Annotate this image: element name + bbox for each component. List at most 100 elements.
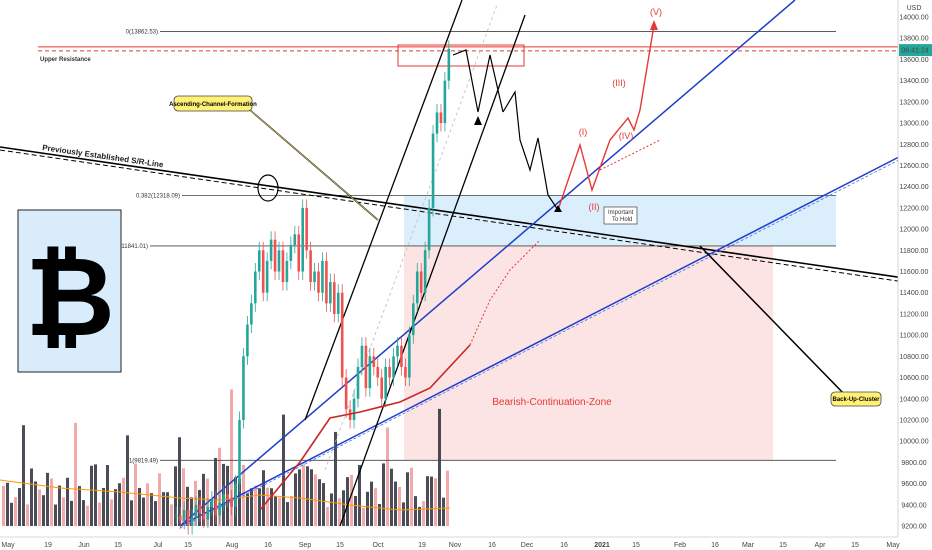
- price-tick-label: 12000.00: [899, 227, 928, 234]
- volume-bar: [286, 502, 289, 526]
- wave-label: (II): [589, 202, 600, 212]
- blue-trend-line-upper: [179, 0, 796, 527]
- volume-bar: [310, 469, 313, 526]
- time-tick-label: 15: [184, 542, 192, 549]
- projection-path-red: [557, 24, 655, 211]
- candle-body: [273, 239, 277, 272]
- volume-bar: [122, 477, 125, 526]
- volume-bar: [146, 483, 149, 526]
- volume-bar: [430, 476, 433, 526]
- volume-bar: [186, 486, 189, 526]
- candle-body: [321, 260, 324, 293]
- red-dotted-segment: [599, 139, 661, 171]
- volume-bar: [238, 478, 241, 526]
- channel-line-lower: [339, 14, 526, 527]
- volume-bar: [130, 500, 133, 526]
- volume-bar: [54, 504, 57, 526]
- candle-body: [281, 250, 285, 283]
- candle-body: [443, 80, 447, 124]
- volume-bar: [302, 464, 305, 526]
- price-tick-label: 11000.00: [900, 333, 929, 340]
- candle-body: [289, 244, 293, 261]
- volume-bar: [202, 473, 205, 526]
- volume-bar: [434, 478, 437, 526]
- time-tick-label: 19: [418, 542, 426, 549]
- volume-bar: [418, 506, 421, 526]
- candle-body: [340, 292, 344, 378]
- candle-body: [222, 494, 225, 503]
- volume-bar: [230, 389, 233, 526]
- volume-bar: [350, 474, 353, 526]
- candle-body: [384, 366, 387, 399]
- volume-bar: [370, 481, 373, 526]
- volume-bar: [258, 488, 261, 526]
- channel-mid-line: [324, 4, 498, 471]
- volume-bar: [106, 464, 109, 526]
- volume-bar: [342, 490, 345, 526]
- volume-bar: [90, 465, 93, 526]
- volume-bar: [386, 427, 389, 526]
- volume-bar: [346, 477, 349, 526]
- candle-body: [317, 271, 320, 293]
- current-price-badge: [899, 44, 932, 57]
- price-tick-label: 13400.00: [899, 78, 928, 85]
- time-tick-label: 15: [336, 542, 344, 549]
- candle-body: [435, 112, 439, 134]
- fib-level-label: 0(13862.53): [126, 30, 158, 36]
- volume-bar: [150, 493, 153, 526]
- price-tick-label: 9400.00: [901, 502, 926, 509]
- price-tick-label: 10000.00: [899, 439, 928, 446]
- candle-body: [234, 483, 237, 507]
- volume-bar: [142, 497, 145, 526]
- arrow-head: [554, 205, 562, 212]
- red-moving-average: [259, 344, 471, 511]
- wave-label: (V): [650, 7, 662, 17]
- volume-bar: [406, 472, 409, 526]
- candle-body: [333, 282, 336, 314]
- volume-bar: [94, 464, 97, 526]
- time-tick-label: Jul: [154, 542, 163, 549]
- candle-body: [400, 345, 403, 367]
- candle-body: [412, 303, 415, 336]
- time-tick-label: Aug: [226, 542, 239, 549]
- candle-body: [277, 250, 281, 272]
- candle-body: [344, 377, 348, 410]
- candle-body: [226, 494, 229, 499]
- price-tick-label: 12600.00: [899, 163, 928, 170]
- candle-body: [431, 133, 435, 208]
- candle-body: [408, 335, 411, 378]
- price-tick-label: 10400.00: [899, 396, 928, 403]
- time-axis-bg: [0, 537, 932, 550]
- volume-bar: [290, 495, 293, 526]
- candle-body: [356, 366, 360, 399]
- time-tick-label: Sep: [299, 542, 312, 549]
- volume-bar: [254, 485, 257, 526]
- price-tick-label: 11600.00: [900, 269, 929, 276]
- resistance-box: [397, 44, 525, 67]
- volume-bar: [262, 470, 265, 526]
- volume-bar: [426, 476, 429, 526]
- volume-bar: [446, 470, 449, 526]
- time-tick-label: 15: [632, 542, 640, 549]
- arrow-head: [650, 20, 658, 30]
- fib-levels-layer: 0(13862.53) 0.382(12318.09) 0.5(11841.01) 1…: [38, 30, 900, 464]
- time-tick-label: 15: [851, 542, 859, 549]
- time-tick-label: 16: [711, 542, 719, 549]
- volume-bar: [338, 498, 341, 526]
- volume-bar: [98, 502, 101, 526]
- volume-bar: [82, 500, 85, 526]
- price-tick-label: 13600.00: [899, 57, 928, 64]
- volume-bar: [58, 485, 61, 526]
- volume-bar: [270, 488, 273, 526]
- volume-bar: [294, 473, 297, 526]
- volume-bar: [442, 497, 445, 526]
- candle-body: [230, 498, 233, 507]
- price-tick-label: 14000.00: [899, 15, 928, 22]
- volume-bar: [42, 495, 45, 526]
- candle-body: [392, 356, 395, 378]
- volume-bar: [166, 492, 169, 526]
- candle-body: [202, 513, 206, 520]
- candle-body: [190, 517, 194, 526]
- back-up-cluster-label: Back-Up-Cluster: [832, 397, 880, 403]
